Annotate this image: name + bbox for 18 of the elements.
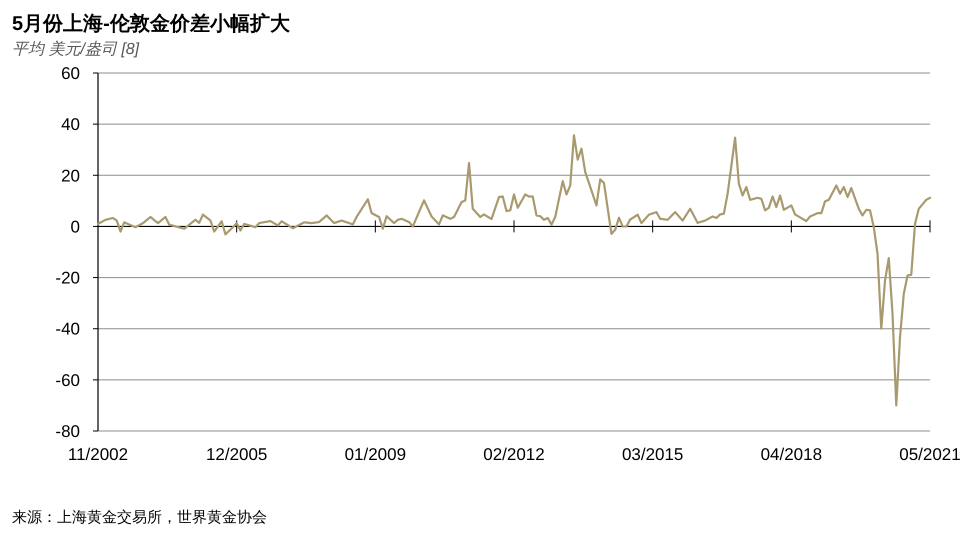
x-tick-label: 02/2012 <box>483 445 545 464</box>
y-tick-label: 0 <box>70 217 80 236</box>
x-tick-label: 12/2005 <box>206 445 268 464</box>
y-tick-label: -20 <box>55 268 80 288</box>
y-tick-label: 20 <box>61 166 80 186</box>
y-tick-label: 40 <box>61 115 80 134</box>
source-note: 来源：上海黄金交易所，世界黄金协会 <box>12 509 267 526</box>
x-tick-label: 05/2021 <box>899 445 961 464</box>
y-tick-label: -80 <box>55 422 80 441</box>
chart-title: 5月份上海-伦敦金价差小幅扩大 <box>12 12 291 35</box>
x-tick-label: 03/2015 <box>622 445 684 464</box>
chart-subtitle: 平均 美元/盎司 [8] <box>12 40 140 58</box>
y-tick-label: 60 <box>61 64 80 83</box>
y-tick-label: -40 <box>55 320 80 339</box>
y-tick-label: -60 <box>55 370 80 390</box>
x-tick-label: 11/2002 <box>68 445 128 464</box>
x-tick-label: 01/2009 <box>344 445 406 464</box>
x-tick-label: 04/2018 <box>760 445 822 464</box>
